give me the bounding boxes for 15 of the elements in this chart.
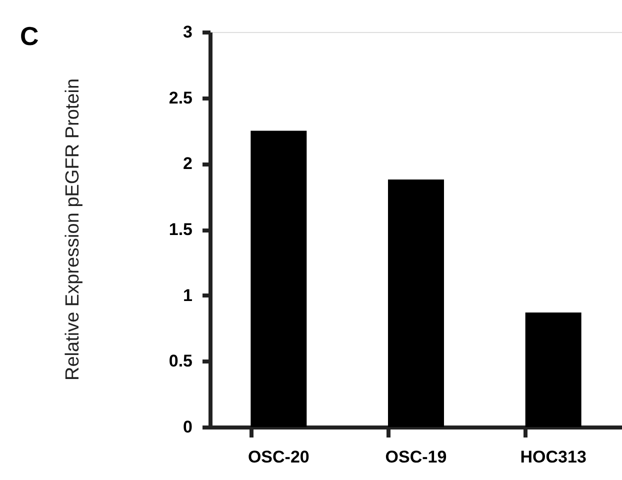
bar (525, 312, 582, 427)
x-tick-label: HOC313 (520, 448, 586, 466)
y-axis-title: Relative Expression pEGFR Protein (62, 78, 84, 381)
bar (388, 179, 444, 427)
x-tick-label: OSC-20 (248, 448, 310, 466)
y-tick-label: 2.5 (168, 88, 192, 108)
y-tick-label: 1 (183, 286, 192, 305)
x-tick-label: OSC-19 (385, 448, 447, 466)
y-tick-label: 0.5 (168, 352, 192, 371)
bar (250, 130, 307, 427)
y-tick-label: 0 (183, 418, 192, 436)
text: C (20, 21, 39, 51)
y-tick-label: 2 (183, 154, 192, 174)
y-tick-label: 1.5 (168, 220, 192, 239)
y-tick-label: 3 (183, 22, 192, 42)
